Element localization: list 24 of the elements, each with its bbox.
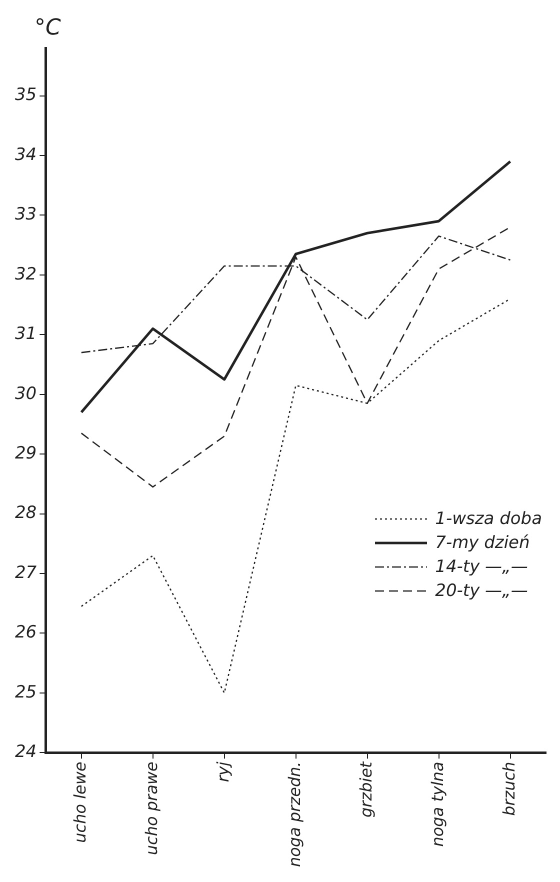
y-tick-label: 29 bbox=[14, 444, 37, 464]
x-tick-label: brzuch bbox=[499, 762, 518, 816]
y-tick-label: 25 bbox=[14, 682, 37, 702]
y-tick-label: 34 bbox=[14, 144, 37, 165]
legend-label: 20-ty —„— bbox=[435, 580, 528, 603]
x-tick-label: ryj bbox=[213, 761, 232, 782]
legend-label: 14-ty —„— bbox=[435, 556, 528, 579]
y-tick-label: 26 bbox=[14, 622, 37, 643]
x-tick-label: ucho lewe bbox=[70, 762, 90, 843]
y-tick-label: 24 bbox=[14, 742, 37, 762]
x-tick-label: ucho prawe bbox=[142, 762, 162, 856]
x-tick-label: grzbiet bbox=[356, 760, 376, 818]
legend-label: 7-my dzień bbox=[435, 532, 530, 555]
y-tick-label: 32 bbox=[14, 264, 37, 284]
y-tick-label: 31 bbox=[14, 324, 37, 344]
y-tick-label: 27 bbox=[14, 562, 37, 583]
y-tick-label: 28 bbox=[14, 503, 37, 524]
y-axis-title: °C bbox=[34, 16, 62, 41]
y-tick-label: 35 bbox=[14, 85, 37, 106]
y-tick-label: 33 bbox=[14, 204, 37, 225]
x-tick-label: noga przedn. bbox=[284, 762, 304, 868]
legend-label: 1-wsza doba bbox=[435, 508, 542, 531]
x-tick-label: noga tylna bbox=[428, 762, 447, 847]
y-tick-label: 30 bbox=[14, 384, 37, 404]
